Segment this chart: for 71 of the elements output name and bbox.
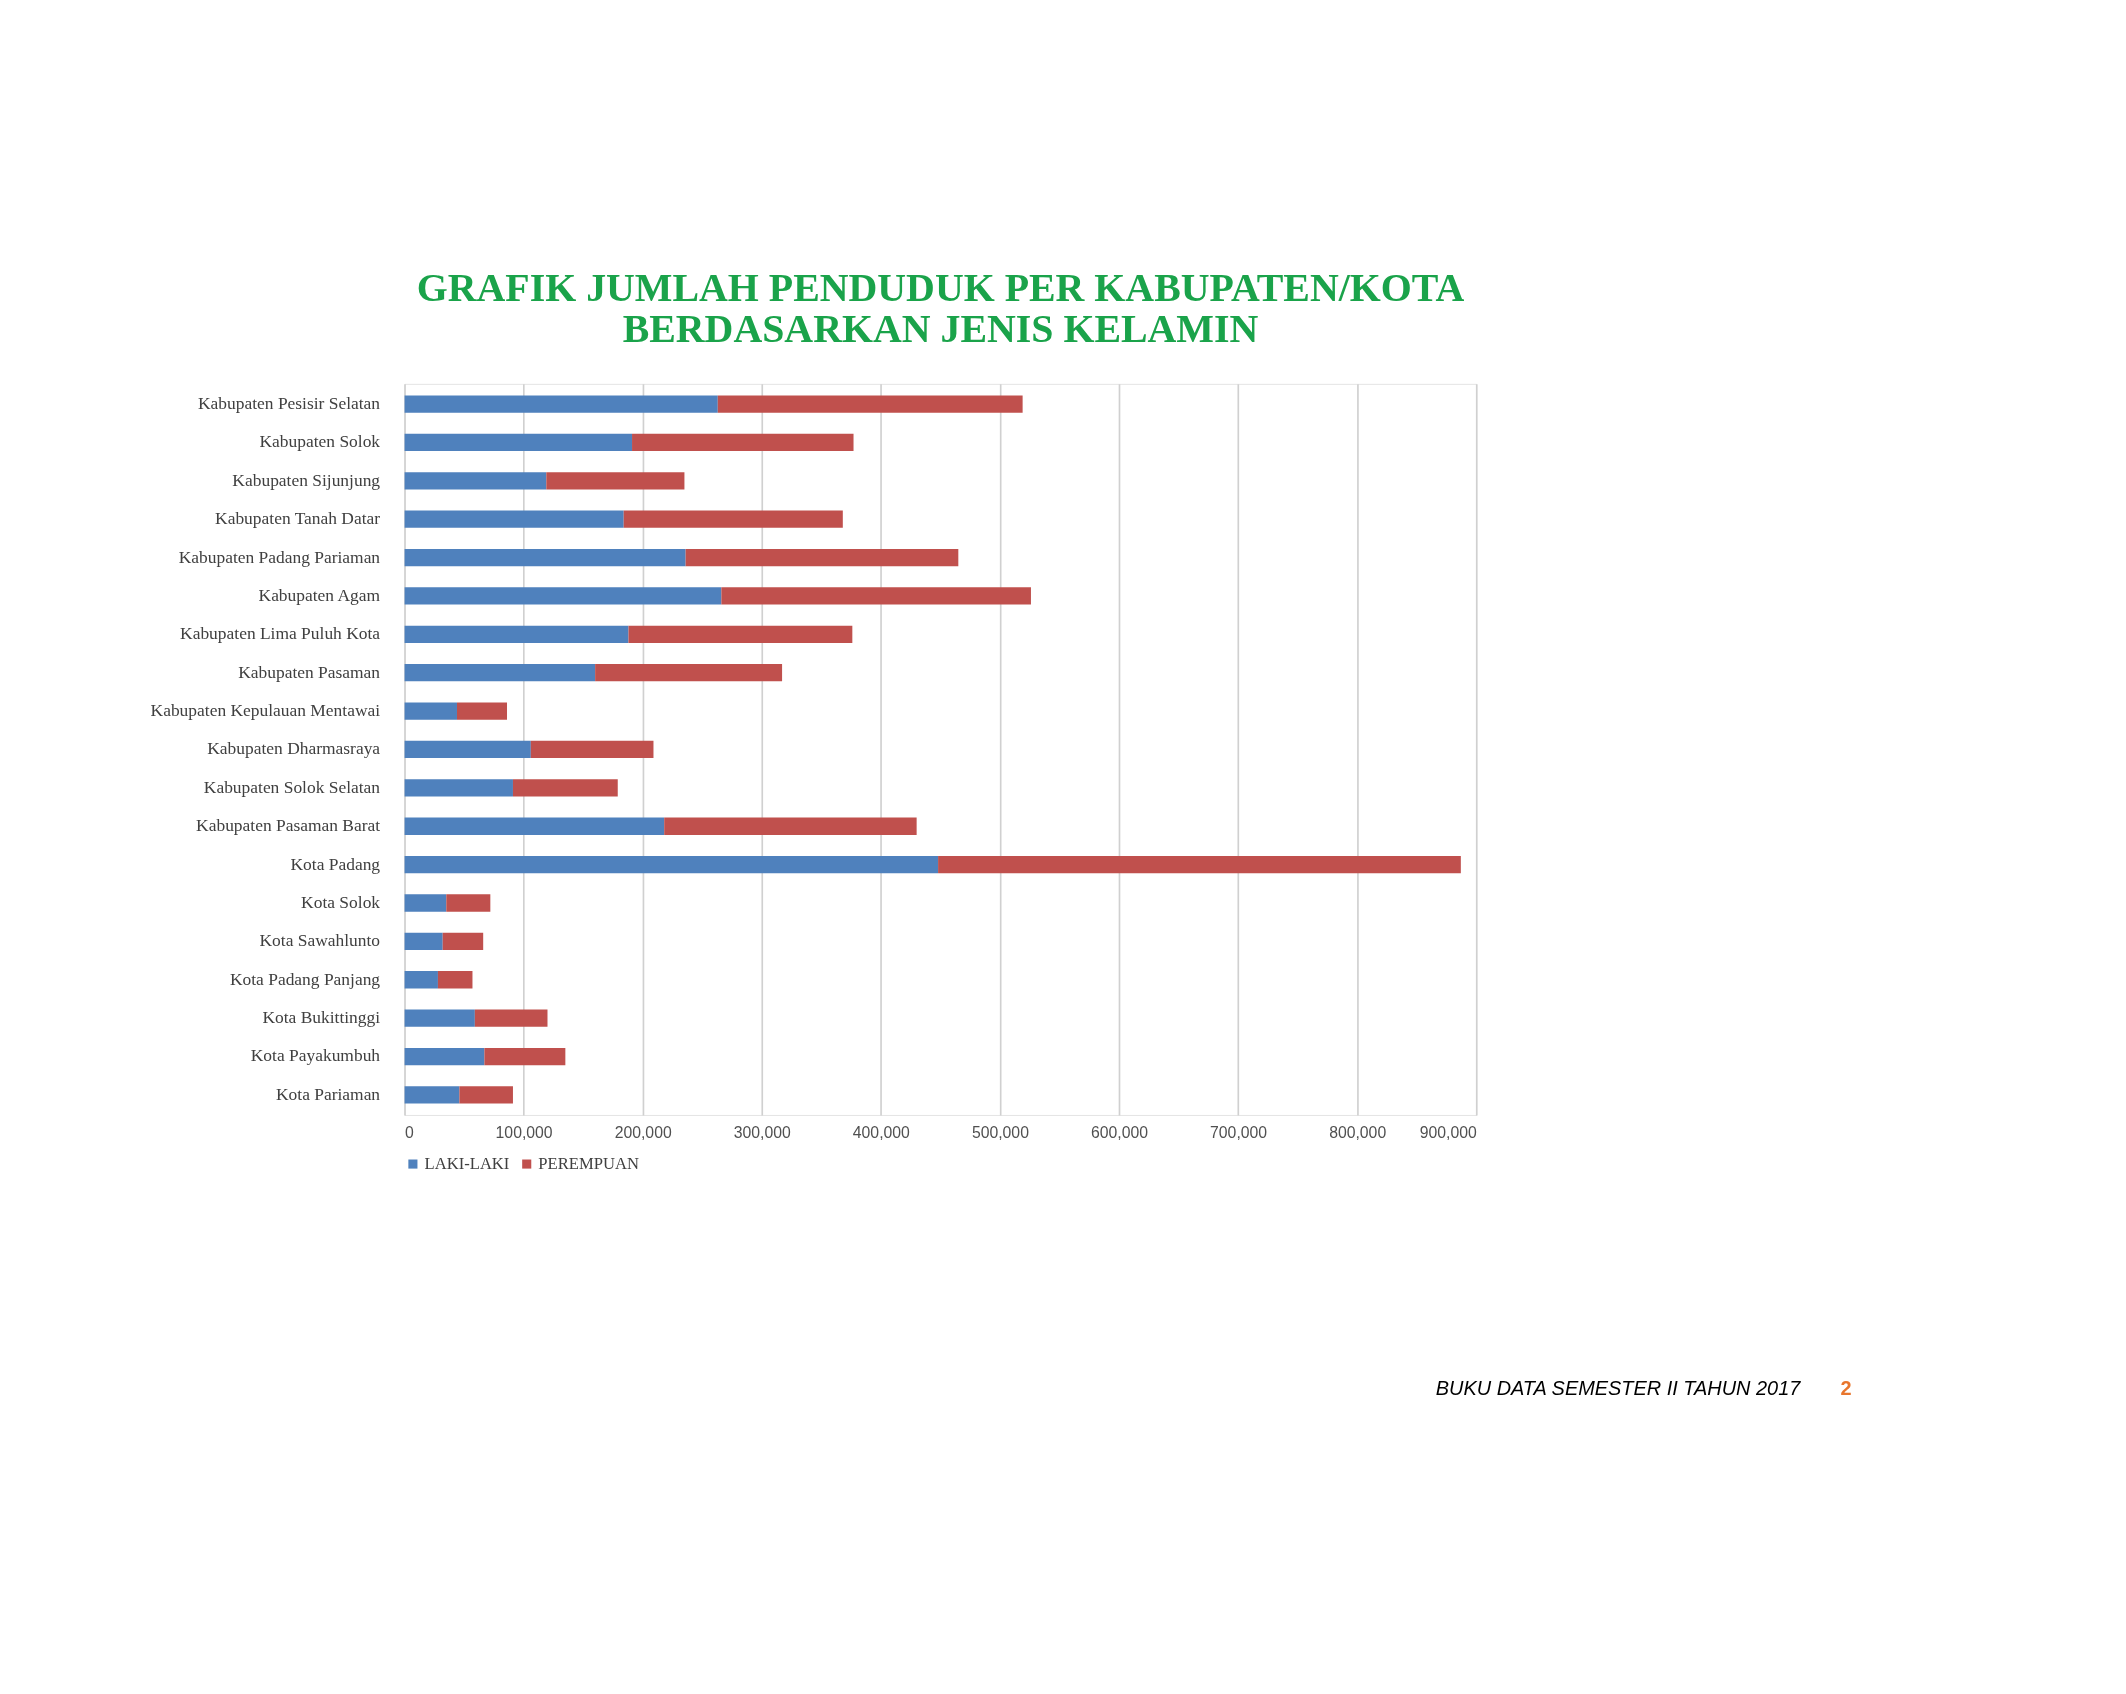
bar	[404, 1086, 460, 1104]
y-tick-label: Kabupaten Agam	[258, 584, 381, 605]
bar	[685, 548, 959, 567]
bar	[437, 971, 473, 989]
bar	[404, 932, 443, 951]
bar	[404, 817, 665, 835]
bar	[404, 971, 438, 989]
y-tick-label: Kabupaten Pasaman	[238, 661, 381, 682]
bar	[459, 1086, 513, 1104]
bar	[404, 587, 722, 605]
x-tick-label: 400,000	[852, 1123, 911, 1141]
bar	[474, 1009, 548, 1027]
bar	[404, 1047, 485, 1066]
bar	[512, 779, 618, 797]
bar	[404, 433, 633, 452]
x-tick-label: 700,000	[1210, 1123, 1268, 1141]
bar	[404, 472, 547, 490]
bar	[717, 395, 1023, 413]
y-tick-label: Kota Bukittinggi	[262, 1007, 381, 1028]
x-tick-label: 100,000	[495, 1123, 553, 1141]
y-tick-label: Kota Solok	[301, 891, 381, 912]
bar	[530, 740, 654, 759]
y-tick-label: Kabupaten Pesisir Selatan	[197, 393, 381, 414]
bar	[404, 702, 457, 720]
bar	[938, 855, 1461, 874]
x-tick-label: 900,000	[1419, 1123, 1477, 1141]
bar	[404, 510, 624, 528]
y-tick-label: Kabupaten Pasaman Barat	[196, 815, 381, 836]
y-tick-label: Kota Payakumbuh	[250, 1045, 381, 1066]
bar	[446, 894, 491, 912]
y-tick-label: Kabupaten Kepulauan Mentawai	[150, 700, 381, 721]
y-tick-label: Kabupaten Tanah Datar	[215, 508, 381, 529]
y-tick-label: Kabupaten Dharmasraya	[207, 738, 381, 759]
bar	[484, 1047, 566, 1066]
bar	[404, 664, 596, 682]
y-tick-label: Kota Padang Panjang	[229, 968, 381, 989]
y-tick-label: Kabupaten Solok Selatan	[203, 776, 381, 797]
bar	[442, 932, 484, 951]
bar	[404, 395, 718, 413]
bar	[546, 472, 685, 490]
bar	[404, 548, 686, 567]
text: BUKU DATA SEMESTER II TAHUN 2017	[1435, 1377, 1802, 1400]
x-tick-label: 300,000	[733, 1123, 791, 1141]
bar	[721, 587, 1031, 605]
y-tick-label: Kabupaten Padang Pariaman	[178, 546, 381, 567]
legend-label: PEREMPUAN	[538, 1154, 639, 1174]
bar	[404, 740, 531, 759]
bar	[404, 625, 629, 643]
x-tick-label: 200,000	[614, 1123, 672, 1141]
y-tick-label: Kota Sawahlunto	[259, 930, 381, 951]
text: 2	[1840, 1377, 1852, 1400]
bar	[404, 779, 513, 797]
x-tick-label: 500,000	[971, 1123, 1030, 1141]
x-tick-label: 600,000	[1090, 1123, 1149, 1141]
bar	[632, 433, 854, 452]
bar	[456, 702, 508, 720]
bar	[404, 894, 447, 912]
y-tick-label: Kabupaten Lima Puluh Kota	[180, 623, 381, 644]
y-tick-label: Kabupaten Solok	[259, 431, 381, 452]
bar	[595, 664, 783, 682]
y-tick-label: Kota Pariaman	[275, 1083, 381, 1104]
y-tick-label: Kabupaten Sijunjung	[232, 469, 381, 490]
bar	[628, 625, 853, 643]
bar	[404, 855, 939, 874]
bar	[404, 1009, 475, 1027]
bar	[623, 510, 843, 528]
legend-label: LAKI-LAKI	[424, 1154, 510, 1174]
x-tick-label: 0	[405, 1123, 415, 1141]
y-tick-label: Kota Padang	[290, 853, 381, 874]
x-tick-label: 800,000	[1329, 1123, 1387, 1141]
bar	[664, 817, 917, 835]
